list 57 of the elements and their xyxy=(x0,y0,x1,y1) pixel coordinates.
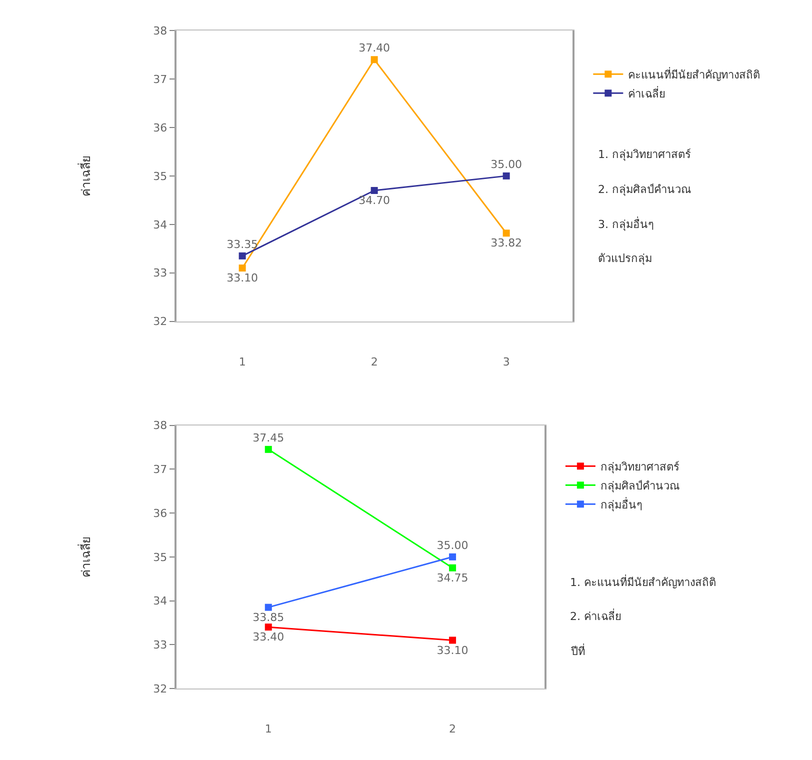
data-label: 37.40 xyxy=(358,41,390,54)
legend-label: กลุ่มศิลป์คำนวณ xyxy=(600,479,680,492)
y-tick-label: 34 xyxy=(153,218,168,232)
point xyxy=(264,446,272,453)
legend-label: ค่าเฉลี่ย xyxy=(628,85,666,100)
data-label: 33.40 xyxy=(252,630,284,644)
data-label: 33.85 xyxy=(252,610,284,624)
data-label: 34.70 xyxy=(358,194,390,208)
point xyxy=(449,553,456,560)
y-tick-label: 35 xyxy=(153,170,168,183)
text: 3. กลุ่มอื่นๆ xyxy=(598,216,654,231)
x-tick-label: 1 xyxy=(264,722,272,736)
data-label: 33.35 xyxy=(226,238,258,251)
point xyxy=(502,230,510,237)
y-tick-label: 35 xyxy=(153,550,168,564)
y-tick-label: 38 xyxy=(153,24,168,38)
data-label: 35.00 xyxy=(490,158,522,171)
data-label: 33.82 xyxy=(490,236,522,250)
data-label: 33.10 xyxy=(436,644,468,657)
text: ปีที่ xyxy=(570,643,585,658)
text: 2. ค่าเฉลี่ย xyxy=(570,608,621,623)
y-axis-title: ค่าเฉลี่ย xyxy=(76,155,93,196)
x-tick-label: 1 xyxy=(238,356,246,369)
data-label: 33.10 xyxy=(226,272,258,285)
text: 2. กลุ่มศิลป์คำนวณ xyxy=(598,183,691,196)
y-tick-label: 34 xyxy=(153,594,168,608)
x-tick-label: 3 xyxy=(502,356,510,369)
data-label: 37.45 xyxy=(252,431,284,444)
point xyxy=(264,604,272,611)
data-label: 35.00 xyxy=(436,538,468,552)
y-tick-label: 36 xyxy=(153,121,168,134)
y-axis-title: ค่าเฉลี่ย xyxy=(76,536,93,578)
y-tick-label: 36 xyxy=(153,506,168,520)
point xyxy=(502,172,510,180)
x-tick-label: 2 xyxy=(449,722,456,736)
legend-label: กลุ่มอื่นๆ xyxy=(600,496,642,512)
point xyxy=(449,636,456,644)
x-tick-label: 2 xyxy=(370,356,378,369)
y-tick-label: 37 xyxy=(153,72,168,86)
y-tick-label: 32 xyxy=(153,315,168,328)
legend-label: กลุ่มวิทยาศาสตร์ xyxy=(600,460,680,474)
point xyxy=(264,624,272,631)
y-tick-label: 37 xyxy=(153,463,168,476)
y-tick-label: 38 xyxy=(153,419,168,432)
point xyxy=(449,564,456,572)
y-tick-label: 32 xyxy=(153,682,168,696)
text: ตัวแปรกลุ่ม xyxy=(598,252,652,265)
point xyxy=(370,186,378,194)
point xyxy=(370,56,378,64)
text: 1. กลุ่มวิทยาศาสตร์ xyxy=(598,148,691,161)
y-tick-label: 33 xyxy=(153,266,168,280)
point xyxy=(238,264,246,272)
data-label: 34.75 xyxy=(436,571,468,584)
text: 1. คะแนนที่มีนัยสำคัญทางสถิติ xyxy=(570,574,716,589)
y-tick-label: 33 xyxy=(153,638,168,652)
point xyxy=(238,252,246,260)
legend-label: คะแนนที่มีนัยสำคัญทางสถิติ xyxy=(628,66,760,82)
